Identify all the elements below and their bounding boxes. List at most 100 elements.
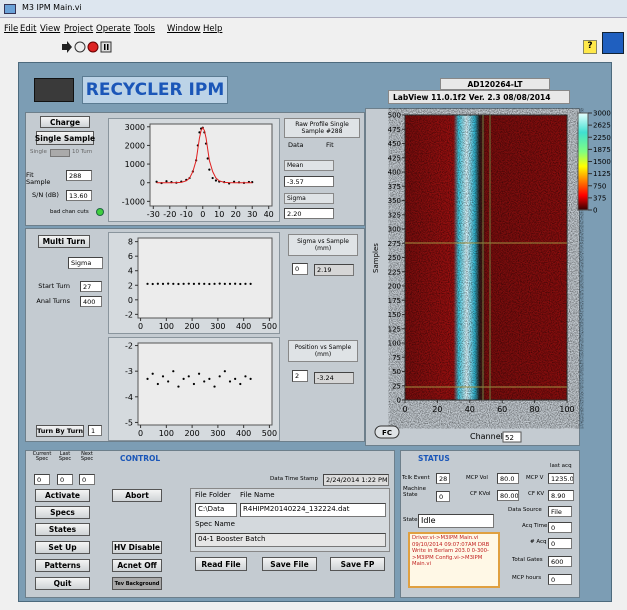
help-button[interactable]: ? bbox=[583, 40, 597, 54]
colorbar-label: 1500 bbox=[593, 158, 611, 166]
menu-item[interactable]: Tools bbox=[134, 24, 155, 34]
acq-time: 0 bbox=[548, 522, 572, 533]
menu-item[interactable]: View bbox=[40, 24, 61, 34]
tev-background-button[interactable]: Tev Background bbox=[112, 577, 162, 590]
run-continuous-button[interactable] bbox=[74, 41, 86, 53]
n-acq: 0 bbox=[548, 538, 572, 549]
anal-turns-field[interactable]: 400 bbox=[80, 296, 102, 307]
colorbar bbox=[577, 112, 589, 211]
data-point bbox=[167, 282, 170, 285]
y-tick-label: 250 bbox=[388, 254, 401, 262]
x-tick-label: 60 bbox=[497, 405, 507, 414]
x-tick-label: 0 bbox=[200, 210, 205, 219]
sn-field: 13.60 bbox=[66, 190, 92, 201]
data-point bbox=[249, 377, 252, 380]
file-folder-field[interactable]: C:\Data bbox=[195, 503, 237, 517]
position-caption: Position vs Sample (mm) bbox=[288, 340, 358, 362]
position-index[interactable]: 2 bbox=[292, 370, 308, 382]
machine-state-label: Machine State bbox=[403, 486, 427, 498]
status-title: STATUS bbox=[418, 454, 450, 463]
data-point bbox=[151, 282, 154, 286]
x-tick-label: 0 bbox=[138, 429, 143, 438]
x-tick-label: 0 bbox=[138, 322, 143, 331]
control-button[interactable]: States bbox=[35, 523, 90, 536]
fit-sample-label: Fit Sample bbox=[26, 171, 51, 186]
y-tick-label: 400 bbox=[388, 169, 401, 177]
y-tick-label: 100 bbox=[388, 340, 401, 348]
y-tick-label: 0 bbox=[140, 179, 145, 188]
file-name-field[interactable]: R4HIPM20140224_132224.dat bbox=[240, 503, 386, 517]
turn-by-turn-field: 1 bbox=[88, 425, 102, 436]
file-name-label: File Name bbox=[240, 491, 275, 499]
plot: -2 -3 -4 -5 0 100 200 300 400 500 bbox=[108, 337, 280, 441]
y-tick-label: 225 bbox=[388, 268, 401, 276]
data-point bbox=[198, 131, 201, 134]
menu-item[interactable]: Window bbox=[167, 24, 201, 34]
menu-item[interactable]: Help bbox=[203, 24, 223, 34]
y-tick-label: 200 bbox=[388, 283, 401, 291]
data-source: File bbox=[548, 506, 572, 517]
single-sample-button[interactable]: Single Sample bbox=[35, 131, 95, 145]
y-tick-label: 150 bbox=[388, 311, 401, 319]
colorbar-label: 1875 bbox=[593, 146, 611, 154]
x-tick-label: 10 bbox=[214, 210, 224, 219]
data-point bbox=[234, 377, 237, 380]
x-tick-label: 300 bbox=[210, 429, 225, 438]
y-tick-label: 8 bbox=[128, 238, 133, 247]
mcp-hours: 0 bbox=[548, 574, 572, 585]
y-tick-label: -2 bbox=[125, 342, 133, 351]
colorbar-label: 2250 bbox=[593, 134, 611, 142]
x-tick-label: -20 bbox=[163, 210, 176, 219]
control-button[interactable]: Quit bbox=[35, 577, 90, 590]
control-button[interactable]: Set Up bbox=[35, 541, 90, 554]
total-gates: 600 bbox=[548, 556, 572, 567]
start-turn-label: Start Turn bbox=[38, 282, 70, 290]
x-tick-label: 100 bbox=[159, 322, 174, 331]
spec-field: 0 bbox=[57, 474, 73, 485]
save-file-button[interactable]: Save File bbox=[262, 557, 317, 571]
save-fp-button[interactable]: Save FP bbox=[330, 557, 385, 571]
cf-kvol: 80.00 bbox=[497, 490, 519, 501]
menu-item[interactable]: File bbox=[4, 24, 19, 34]
pause-button[interactable] bbox=[100, 41, 112, 53]
control-button[interactable]: Patterns bbox=[35, 559, 90, 572]
spec-field: 0 bbox=[34, 474, 50, 485]
read-file-button[interactable]: Read File bbox=[195, 557, 247, 571]
tclk-label: Tclk Event bbox=[402, 475, 430, 481]
vi-icon bbox=[602, 32, 624, 54]
data-point bbox=[208, 168, 211, 171]
raw-profile-caption: Raw Profile Single Sample #288 bbox=[284, 118, 360, 138]
data-point bbox=[234, 282, 237, 285]
state-label: State bbox=[403, 517, 418, 523]
mcp-vol-label: MCP Vol bbox=[466, 475, 488, 481]
spec-name-field: 04-1 Booster Batch bbox=[195, 533, 386, 547]
mcp-v-label: MCP V bbox=[526, 475, 544, 481]
abort-button[interactable] bbox=[87, 41, 99, 53]
start-turn-field[interactable]: 27 bbox=[80, 281, 102, 292]
menu-item[interactable]: Project bbox=[64, 24, 94, 34]
sigma-index[interactable]: 0 bbox=[292, 263, 308, 275]
abort-button[interactable]: Abort bbox=[112, 489, 162, 502]
colorbar-label: 3000 bbox=[593, 110, 611, 118]
file-folder-label: File Folder bbox=[195, 491, 231, 499]
plot-select-ring[interactable]: Sigma bbox=[68, 257, 103, 269]
multi-turn-button[interactable]: Multi Turn bbox=[38, 235, 90, 248]
heatmap-noise bbox=[405, 115, 567, 400]
window-title: M3 IPM Main.vi bbox=[22, 3, 82, 12]
menu-item[interactable]: Edit bbox=[20, 24, 37, 34]
charge-button[interactable]: Charge bbox=[40, 116, 90, 128]
run-button[interactable] bbox=[62, 41, 72, 53]
turn-by-turn-button[interactable]: Turn By Turn bbox=[36, 425, 84, 437]
control-button[interactable]: Activate bbox=[35, 489, 90, 502]
menu-item[interactable]: Operate bbox=[96, 24, 131, 34]
control-button[interactable]: Specs bbox=[35, 506, 90, 519]
toggle-switch[interactable] bbox=[50, 149, 70, 157]
data-point bbox=[228, 282, 232, 285]
device-name: AD120264-LT bbox=[440, 78, 550, 90]
fit-sample-field[interactable]: 288 bbox=[66, 170, 92, 181]
hv-disable-button[interactable]: HV Disable bbox=[112, 541, 162, 554]
acnet-off-button[interactable]: Acnet Off bbox=[112, 559, 162, 572]
fc-button[interactable] bbox=[374, 425, 400, 439]
data-point bbox=[197, 282, 201, 285]
